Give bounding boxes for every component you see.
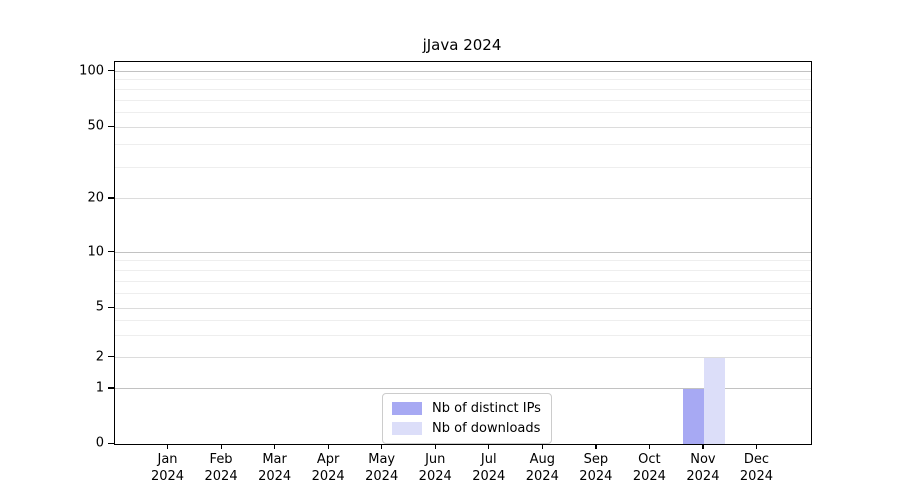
bar-downloads-nov bbox=[703, 357, 725, 444]
y-gridline bbox=[115, 166, 811, 168]
x-tick-label-feb: Feb 2024 bbox=[204, 452, 238, 484]
plot-area: Nb of distinct IPs Nb of downloads bbox=[114, 61, 812, 445]
x-tick-mark bbox=[702, 444, 704, 449]
y-gridline bbox=[115, 357, 811, 358]
legend-swatch-distinct-ips bbox=[392, 402, 422, 415]
y-tick-label: 1 bbox=[95, 380, 104, 396]
y-tick-mark bbox=[108, 251, 114, 253]
x-tick-label-apr: Apr 2024 bbox=[311, 452, 345, 484]
y-gridline bbox=[115, 252, 811, 253]
x-tick-label-oct: Oct 2024 bbox=[632, 452, 666, 484]
x-tick-mark bbox=[488, 444, 490, 449]
bar-distinct-ips-nov bbox=[682, 389, 704, 444]
legend-swatch-downloads bbox=[392, 422, 422, 435]
y-tick-mark bbox=[108, 125, 114, 127]
x-tick-mark bbox=[541, 444, 543, 449]
y-gridline bbox=[115, 79, 811, 81]
y-gridline bbox=[115, 99, 811, 101]
x-tick-label-may: May 2024 bbox=[365, 452, 399, 484]
x-tick-mark bbox=[167, 444, 169, 449]
y-tick-label: 10 bbox=[87, 244, 104, 259]
y-tick-label: 2 bbox=[95, 349, 104, 364]
y-gridline bbox=[115, 292, 811, 294]
x-tick-label-aug: Aug 2024 bbox=[525, 452, 559, 484]
x-tick-mark bbox=[274, 444, 276, 449]
x-tick-mark bbox=[220, 444, 222, 449]
x-tick-label-dec: Dec 2024 bbox=[739, 452, 773, 484]
y-gridline bbox=[115, 88, 811, 90]
y-gridline bbox=[115, 71, 811, 72]
legend-item-downloads: Nb of downloads bbox=[392, 421, 541, 436]
y-gridline bbox=[115, 307, 811, 309]
y-tick-label: 20 bbox=[87, 190, 104, 206]
y-gridline bbox=[115, 335, 811, 337]
x-tick-mark bbox=[327, 444, 329, 449]
y-gridline bbox=[115, 111, 811, 113]
x-tick-label-jul: Jul 2024 bbox=[472, 452, 506, 484]
x-tick-label-jun: Jun 2024 bbox=[418, 452, 452, 484]
y-tick-mark bbox=[108, 387, 114, 389]
x-tick-label-nov: Nov 2024 bbox=[686, 452, 720, 484]
y-tick-label: 100 bbox=[79, 63, 104, 78]
y-gridline bbox=[115, 144, 811, 146]
y-gridline bbox=[115, 388, 811, 390]
y-tick-label: 0 bbox=[95, 435, 104, 451]
x-tick-mark bbox=[648, 444, 651, 449]
y-gridline bbox=[115, 126, 811, 128]
x-tick-mark bbox=[381, 444, 383, 449]
y-gridline bbox=[115, 280, 811, 282]
y-tick-mark bbox=[108, 356, 114, 358]
x-tick-label-jan: Jan 2024 bbox=[150, 452, 185, 484]
y-gridline bbox=[115, 319, 811, 321]
x-tick-label-mar: Mar 2024 bbox=[258, 452, 292, 484]
y-gridline bbox=[115, 260, 811, 262]
chart-title: jJava 2024 bbox=[422, 36, 502, 54]
y-tick-mark bbox=[108, 306, 114, 308]
legend-box: Nb of distinct IPs Nb of downloads bbox=[382, 393, 552, 444]
x-tick-mark bbox=[595, 444, 597, 449]
y-tick-mark bbox=[108, 442, 114, 444]
legend-label-distinct-ips: Nb of distinct IPs bbox=[432, 401, 541, 416]
y-tick-label: 50 bbox=[87, 118, 104, 134]
y-gridline bbox=[115, 269, 811, 271]
legend-item-distinct-ips: Nb of distinct IPs bbox=[392, 401, 541, 416]
x-tick-mark bbox=[434, 444, 436, 449]
x-tick-label-sep: Sep 2024 bbox=[579, 452, 613, 484]
y-gridline bbox=[115, 198, 811, 200]
y-tick-mark bbox=[108, 197, 114, 199]
y-tick-mark bbox=[108, 70, 114, 72]
x-tick-mark bbox=[755, 444, 758, 449]
legend-label-downloads: Nb of downloads bbox=[432, 421, 541, 436]
y-tick-label: 5 bbox=[95, 299, 104, 315]
